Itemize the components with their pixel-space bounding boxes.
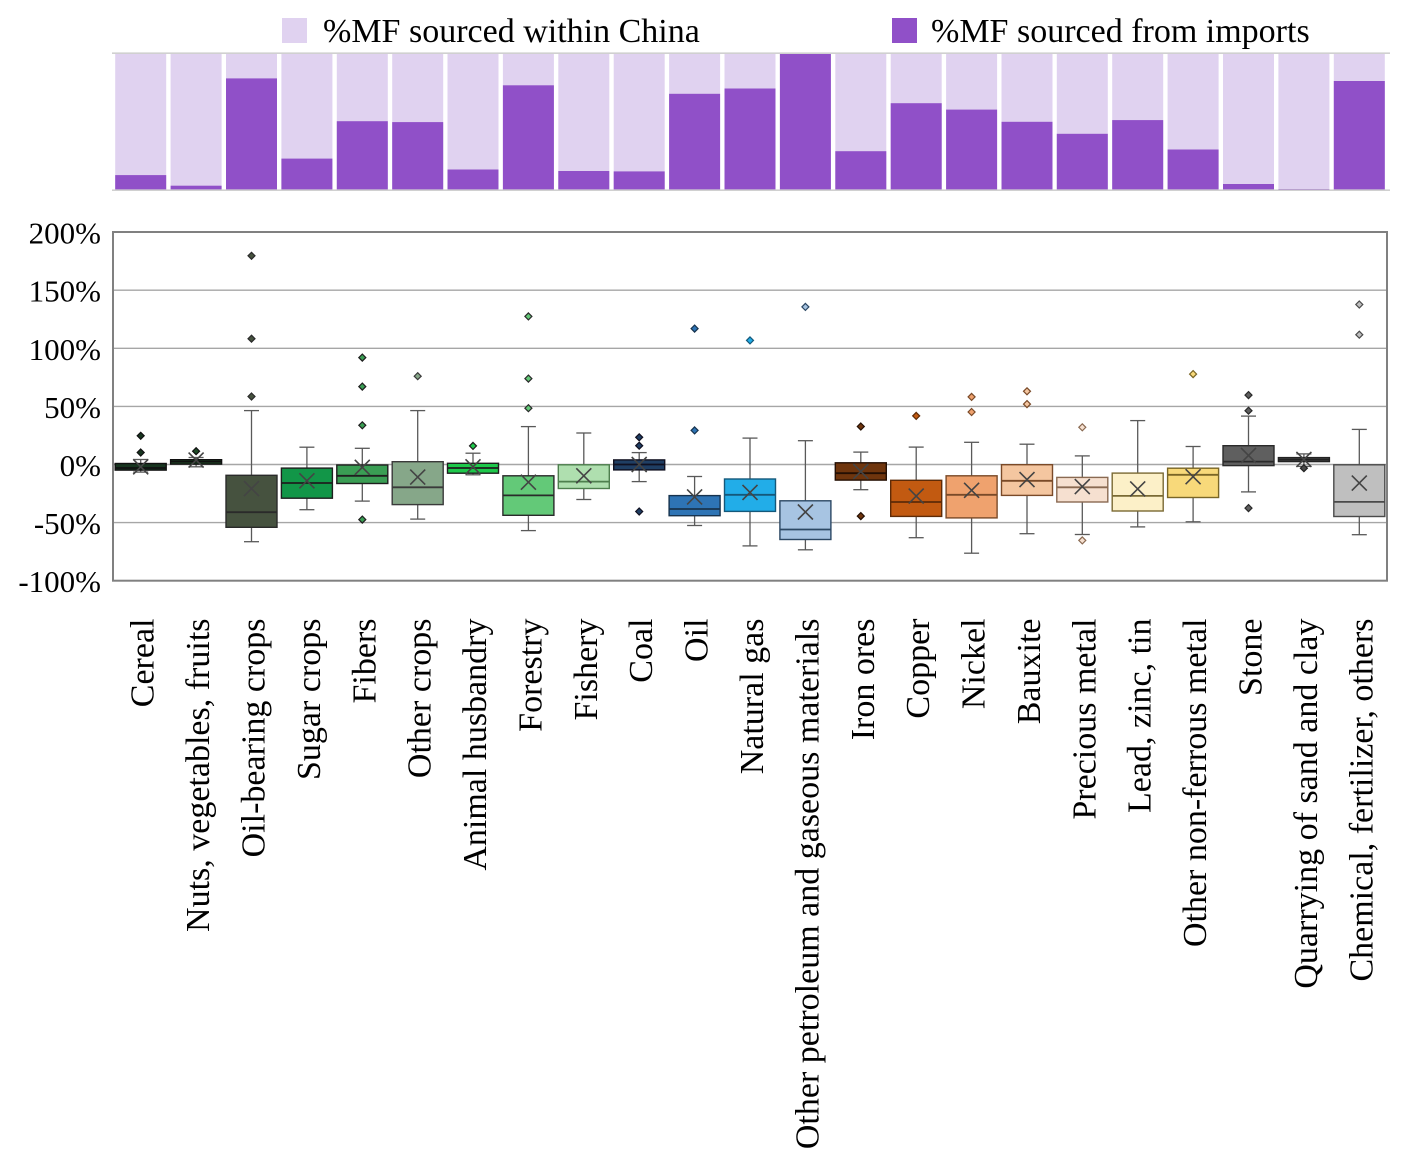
svg-text:Copper: Copper: [900, 618, 937, 719]
svg-text:Other non-ferrous metal: Other non-ferrous metal: [1177, 619, 1214, 948]
svg-text:Forestry: Forestry: [512, 619, 549, 732]
svg-text:Precious metal: Precious metal: [1066, 619, 1103, 820]
svg-text:%MF sourced within China: %MF sourced within China: [323, 13, 700, 50]
svg-text:Chemical, fertilizer, others: Chemical, fertilizer, others: [1343, 619, 1380, 982]
svg-text:Cereal: Cereal: [125, 619, 162, 708]
svg-text:100%: 100%: [29, 332, 101, 367]
svg-text:Bauxite: Bauxite: [1011, 619, 1048, 725]
svg-text:150%: 150%: [29, 274, 101, 309]
svg-text:Oil: Oil: [679, 619, 716, 662]
svg-text:200%: 200%: [29, 216, 101, 251]
svg-text:Sugar crops: Sugar crops: [291, 619, 328, 780]
svg-text:Animal husbandry: Animal husbandry: [457, 619, 494, 871]
svg-text:Fibers: Fibers: [346, 619, 383, 704]
svg-text:Fishery: Fishery: [568, 619, 605, 721]
svg-text:%MF sourced from imports: %MF sourced from imports: [931, 13, 1310, 50]
svg-text:Nickel: Nickel: [956, 619, 993, 710]
svg-text:Other petroleum and gaseous ma: Other petroleum and gaseous materials: [789, 619, 826, 1150]
svg-text:-50%: -50%: [34, 506, 101, 541]
svg-text:Quarrying of sand and clay: Quarrying of sand and clay: [1288, 619, 1325, 989]
svg-text:Other crops: Other crops: [402, 619, 439, 779]
svg-text:-100%: -100%: [18, 564, 101, 599]
svg-text:Lead, zinc, tin: Lead, zinc, tin: [1122, 619, 1159, 813]
svg-text:Stone: Stone: [1233, 619, 1270, 696]
svg-text:Oil-bearing crops: Oil-bearing crops: [236, 619, 273, 858]
svg-text:50%: 50%: [44, 390, 101, 425]
svg-text:Natural gas: Natural gas: [734, 619, 771, 775]
svg-text:Coal: Coal: [623, 619, 660, 683]
svg-text:Nuts, vegetables, fruits: Nuts, vegetables, fruits: [180, 619, 217, 933]
svg-text:Iron ores: Iron ores: [845, 619, 882, 741]
svg-text:0%: 0%: [60, 448, 101, 483]
